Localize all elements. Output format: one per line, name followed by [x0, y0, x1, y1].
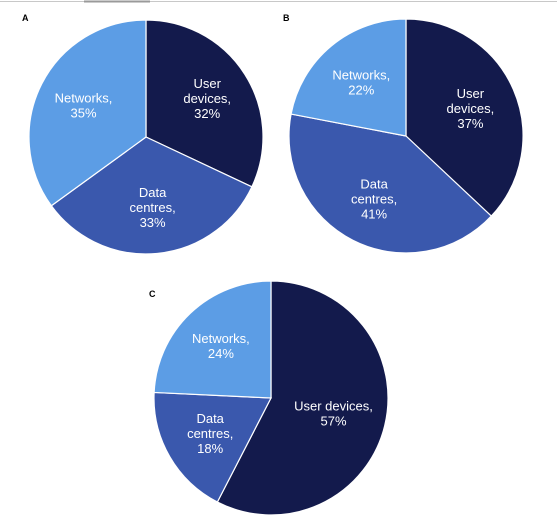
slice-label-line: User devices,	[294, 399, 373, 414]
pie-b-slices	[288, 18, 524, 254]
slice-label-line: 57%	[320, 414, 346, 429]
pie-slice-data-centres	[153, 391, 272, 503]
slice-label-user-devices: User devices, 32%	[183, 76, 231, 121]
slice-label-line: User	[457, 86, 485, 101]
slice-label-line: centres,	[129, 200, 175, 215]
slice-label-line: Networks,	[55, 91, 113, 106]
slice-label-line: devices,	[183, 91, 231, 106]
slice-label-user-devices: User devices, 37%	[447, 86, 495, 131]
pie-panel-a: A User devices, 32% Data centres, 33% Networks…	[22, 13, 264, 255]
slice-label-line: 35%	[70, 106, 96, 121]
pie-slice-networks	[153, 280, 272, 399]
slice-label-line: 24%	[208, 346, 234, 361]
pie-c-slices	[153, 280, 389, 516]
slice-label-line: Data	[196, 411, 224, 426]
pie-slice-networks	[290, 18, 407, 137]
pie-c-labels: User devices, 57% Data centres, 18% Networks,…	[187, 331, 373, 456]
slice-label-line: centres,	[187, 426, 233, 441]
pie-slice-user-devices	[405, 18, 524, 217]
slice-label-line: 22%	[348, 82, 374, 97]
pie-a-slices	[28, 19, 264, 255]
slice-label-data-centres: Data centres, 18%	[187, 411, 233, 456]
pie-a-labels: User devices, 32%Data centres, 33%Networks, 3…	[55, 76, 231, 230]
slice-label-line: 18%	[197, 441, 223, 456]
pie-panel-c: C User devices, 57% Data centres, 18% Network…	[149, 280, 389, 516]
slice-label-line: 33%	[140, 215, 166, 230]
pie-slice-user-devices	[216, 280, 389, 516]
slice-label-networks: Networks, 24%	[192, 331, 250, 361]
slice-label-networks: Networks, 35%	[55, 91, 113, 121]
pie-slice-networks	[28, 19, 147, 207]
slice-label-line: User	[193, 76, 221, 91]
slice-label-line: Data	[360, 177, 388, 192]
pie-panel-b: B User devices, 37% Data centres, 41% Networks…	[283, 13, 524, 254]
panel-letter-b: B	[283, 13, 290, 23]
slice-label-line: Networks,	[332, 67, 390, 82]
slice-label-line: 41%	[361, 207, 387, 222]
slice-label-data-centres: Data centres, 41%	[351, 177, 397, 222]
slice-label-line: Networks,	[192, 331, 250, 346]
pie-slice-data-centres	[50, 136, 253, 255]
slice-label-line: 32%	[194, 106, 220, 121]
slice-label-user-devices: User devices, 57%	[294, 399, 373, 429]
panel-letter-a: A	[22, 13, 29, 23]
slice-label-line: devices,	[447, 101, 495, 116]
slice-label-line: Data	[139, 185, 167, 200]
slice-label-networks: Networks, 22%	[332, 67, 390, 97]
slice-label-data-centres: Data centres, 33%	[129, 185, 175, 230]
slice-label-line: centres,	[351, 192, 397, 207]
slice-label-line: 37%	[457, 116, 483, 131]
panel-letter-c: C	[149, 289, 156, 299]
pie-slice-data-centres	[288, 113, 493, 254]
pie-b-labels: User devices, 37% Data centres, 41% Networks, 2…	[332, 67, 494, 221]
pie-slice-user-devices	[145, 19, 264, 188]
